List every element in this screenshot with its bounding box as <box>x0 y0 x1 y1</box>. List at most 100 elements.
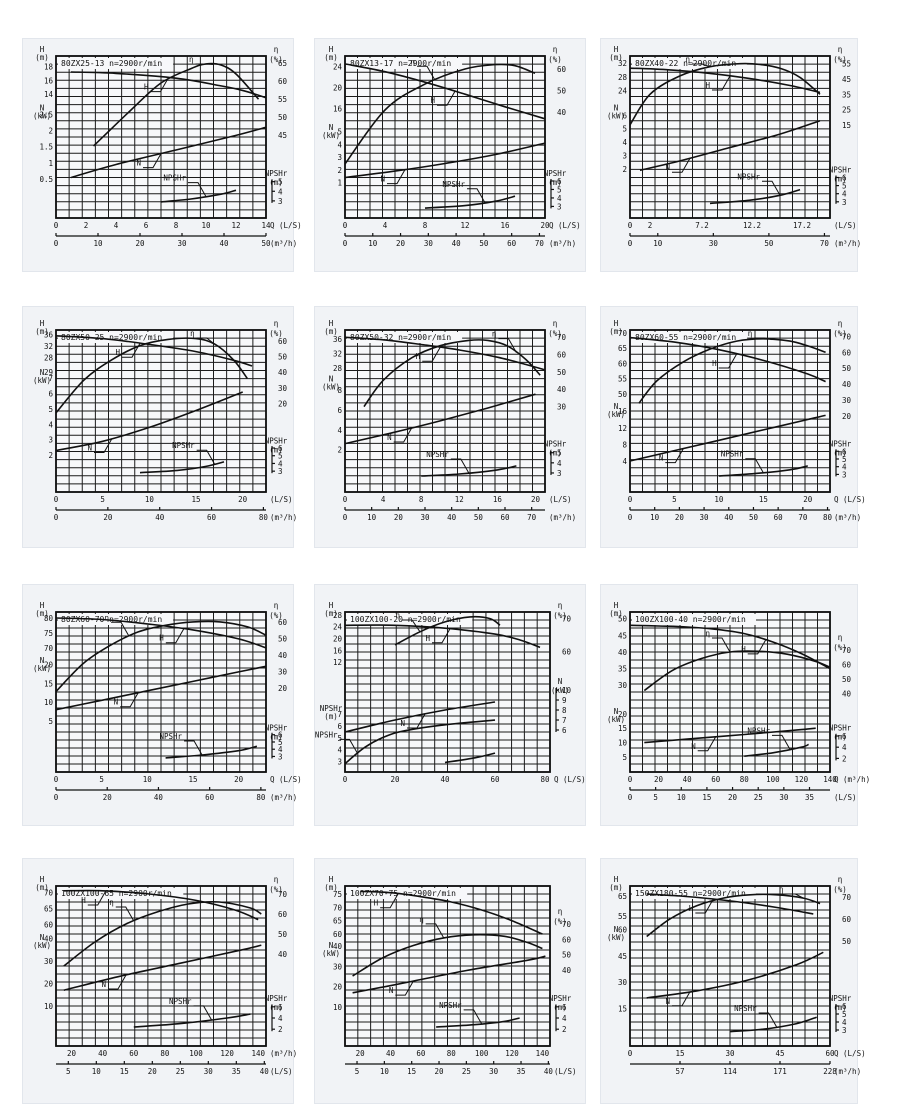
x-tick-label: 5 <box>672 495 677 504</box>
x-tick-label: 80 <box>540 775 550 784</box>
plot-border <box>55 329 267 493</box>
right-tick-label: 50 <box>842 675 852 684</box>
right-tick-label: 4 <box>278 1014 283 1023</box>
left-tick-label: 50 <box>618 615 628 624</box>
x2-axis-label: (m³/h) <box>834 239 861 248</box>
left-tick-label: 5 <box>337 128 342 137</box>
curve-leader <box>672 157 691 173</box>
curve-label: N <box>691 742 696 751</box>
right-axis-label: NPSHr <box>549 994 572 1003</box>
x2-tick-label: 40 <box>544 1067 554 1076</box>
right-tick-label: 8 <box>562 706 567 715</box>
left-tick-label: 10 <box>44 1002 54 1011</box>
curve-label: η <box>395 611 400 620</box>
left-tick-label: 40 <box>618 648 628 657</box>
right-tick-label: 10 <box>562 686 572 695</box>
x2-tick-label: 10 <box>650 513 660 522</box>
x2-tick-label: 80 <box>256 793 266 802</box>
right-tick-label: 30 <box>842 396 852 405</box>
x2-tick-label: 20 <box>103 793 113 802</box>
curve-leader <box>432 628 451 644</box>
curve-leader <box>463 1009 483 1025</box>
right-axis-label: η <box>274 875 279 884</box>
right-axis-unit: (%) <box>833 329 847 338</box>
curve-n <box>344 142 546 179</box>
left-axis-label: H <box>40 319 45 328</box>
plot-border <box>629 611 831 773</box>
right-axis-unit: (%) <box>269 611 283 620</box>
curve-eta <box>629 62 821 126</box>
x2-tick-label: 40 <box>447 513 457 522</box>
curve-leader <box>745 458 764 473</box>
curve-leader <box>387 169 406 185</box>
x2-tick-label: 20 <box>435 1067 445 1076</box>
curve-h <box>344 336 546 371</box>
left-tick-label: 45 <box>618 952 627 961</box>
right-tick-label: 40 <box>278 651 288 660</box>
right-tick-label: 55 <box>842 60 851 69</box>
right-tick-label: 3 <box>842 470 847 479</box>
x-tick-label: 0 <box>628 775 633 784</box>
curve-leader <box>785 893 804 899</box>
left-tick-label: 8 <box>622 440 627 449</box>
title-box <box>347 58 463 69</box>
left-tick-label: 75 <box>44 629 53 638</box>
curve-leader <box>196 449 216 465</box>
x2-tick-label: 20 <box>396 239 406 248</box>
chart-3: 80ZX40-22 n=2900r/min 0 2 7.2 12.2 17.2 (L/S) 0… <box>607 45 861 248</box>
left-tick-label: 24 <box>618 87 628 96</box>
right-tick-label: 4 <box>562 1014 567 1023</box>
x2-tick-label: 40 <box>219 239 229 248</box>
x2-tick-label: 114 <box>723 1067 737 1076</box>
curve-eta <box>394 615 501 646</box>
x-tick-label: 12 <box>455 495 464 504</box>
curve-leader <box>498 338 517 353</box>
right-axis-unit: (m) <box>833 449 847 458</box>
left-axis-unit: (kW) <box>33 664 51 673</box>
x-tick-label: 7.2 <box>695 221 709 230</box>
right-tick-label: 3 <box>278 467 283 476</box>
x2-tick-label: 60 <box>207 513 217 522</box>
left-tick-label: 15 <box>618 724 627 733</box>
left-axis-unit: (kW) <box>322 131 340 140</box>
x-axis-label: Q (L/S) <box>554 775 586 784</box>
right-tick-label: 40 <box>562 966 572 975</box>
left-axis-label: NPSHr <box>320 704 343 713</box>
right-tick-label: 50 <box>557 87 567 96</box>
chart-5: 80ZX50-32 n=2900r/min 0 4 8 12 16 20 (L/S) 0 10 20… <box>322 319 576 522</box>
x2-tick-label: 15 <box>120 1067 129 1076</box>
x-axis-label: Q (L/S) <box>270 775 302 784</box>
right-tick-label: 50 <box>842 937 852 946</box>
right-tick-label: 6 <box>278 1003 283 1012</box>
title-box <box>632 58 748 69</box>
chart-10: 100ZX100-65 n=2900r/min 20 40 60 80 100 120 140… <box>33 875 297 1076</box>
curve-label: H <box>115 348 120 357</box>
left-axis-unit: (m) <box>324 609 338 618</box>
x-tick-label: 20 <box>390 775 400 784</box>
left-axis-label: H <box>329 319 334 328</box>
right-tick-label: 60 <box>842 348 852 357</box>
x-tick-label: 0 <box>54 221 59 230</box>
curve-npshr <box>744 743 809 757</box>
curve-leader <box>94 438 113 453</box>
right-axis-label: η <box>553 319 558 328</box>
right-tick-label: 4 <box>842 743 847 752</box>
curve-label: H <box>430 96 435 105</box>
left-tick-label: 30 <box>618 681 628 690</box>
curve-npshr <box>718 465 808 477</box>
right-tick-label: 60 <box>278 618 288 627</box>
right-axis-unit: (m) <box>833 732 847 741</box>
x-tick-label: 40 <box>98 1049 108 1058</box>
curve-label: N <box>387 433 392 442</box>
right-tick-label: 3 <box>842 1026 847 1035</box>
right-tick-label: 4 <box>842 190 847 199</box>
left-tick-label: 20 <box>618 710 628 719</box>
x-tick-label: 15 <box>188 775 197 784</box>
right-tick-label: 50 <box>562 951 572 960</box>
x2-tick-label: 0 <box>628 793 633 802</box>
left-axis-unit: (kW) <box>607 112 625 121</box>
right-axis-unit: (m) <box>553 1003 567 1012</box>
right-axis-unit: (m) <box>269 445 283 454</box>
right-axis-unit: (%) <box>553 917 567 926</box>
right-axis-label: η <box>274 319 279 328</box>
